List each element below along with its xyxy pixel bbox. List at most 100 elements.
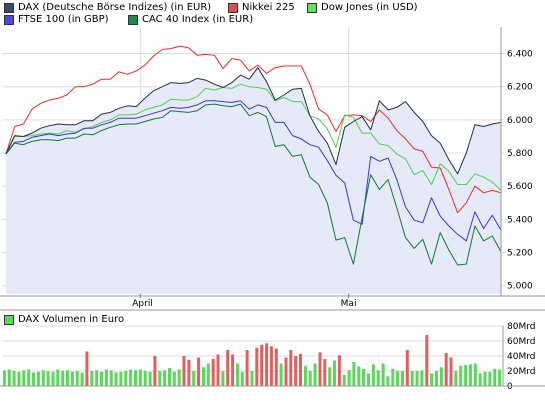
legend-item-nikkei: Nikkei 225 [228, 2, 295, 14]
volume-bar [376, 370, 380, 387]
volume-bar [182, 356, 186, 386]
volume-bar [289, 350, 293, 386]
legend-swatch-volume [4, 315, 14, 325]
price-y-tick-label: 5.000 [507, 282, 533, 292]
nikkei-line [5, 45, 502, 214]
volume-bar [274, 348, 278, 386]
volume-bar [80, 372, 84, 386]
price-x-tick-label: April [132, 299, 153, 309]
volume-bar [2, 370, 6, 387]
volume-y-tick-label: 80Mrd [507, 322, 535, 332]
volume-bar [299, 353, 302, 387]
legend-swatch-dax [4, 3, 14, 13]
volume-bar [284, 357, 288, 386]
price-y-tick-label: 5.200 [507, 249, 533, 259]
volume-bar [119, 371, 123, 387]
volume-bar [51, 371, 55, 387]
volume-bar [66, 370, 69, 387]
price-y-tick-label: 6.400 [507, 50, 533, 60]
legend-swatch-dow-jones [307, 3, 317, 13]
legend-label-dow-jones: Dow Jones (in USD) [321, 2, 418, 13]
volume-bar [129, 369, 133, 386]
volume-bar [342, 374, 346, 387]
volume-bar [235, 363, 239, 386]
volume-bar [401, 371, 404, 386]
volume-bar [357, 366, 361, 386]
volume-bar [478, 373, 482, 387]
volume-bar [216, 354, 220, 386]
volume-bar [425, 335, 429, 386]
volume-bar [294, 356, 298, 386]
volume-bar [148, 371, 152, 387]
legend-swatch-nikkei [228, 3, 238, 13]
volume-bar [85, 351, 89, 386]
volume-bar [27, 369, 31, 386]
volume-bar [192, 371, 196, 386]
legend-label-nikkei: Nikkei 225 [242, 2, 295, 13]
volume-bar [177, 369, 181, 386]
volume-bar [168, 368, 171, 386]
volume-bar [163, 370, 167, 387]
volume-bar [386, 376, 390, 387]
volume-bar [134, 370, 137, 387]
volume-bar [488, 371, 492, 387]
volume-bar [138, 369, 142, 386]
volume-bar [493, 368, 497, 387]
volume-bar [187, 359, 191, 387]
volume-bar [347, 370, 351, 387]
ftse-line [5, 100, 502, 242]
volume-bar [114, 372, 118, 386]
volume-bar [313, 363, 317, 386]
volume-bar [352, 362, 356, 386]
volume-bar [90, 371, 94, 386]
volume-bar [231, 354, 235, 386]
legend-swatch-cac [128, 15, 138, 25]
volume-bar [483, 371, 487, 387]
volume-bar [308, 371, 312, 386]
volume-bar [371, 364, 375, 387]
legend-swatch-ftse [4, 15, 14, 25]
volume-bar [197, 357, 201, 386]
volume-bar [439, 367, 443, 387]
volume-bar [206, 363, 210, 386]
volume-y-tick-label: 40Mrd [507, 352, 535, 362]
legend-label-cac: CAC 40 Index (in EUR) [142, 14, 254, 25]
volume-bar [362, 368, 366, 387]
volume-bar [260, 344, 264, 387]
volume-bar [444, 353, 448, 386]
volume-bar [420, 370, 424, 387]
volume-bar [337, 355, 341, 387]
legend-item-volume: DAX Volumen in Euro [4, 314, 124, 326]
volume-bar [95, 370, 99, 387]
volume-bar [143, 371, 147, 386]
volume-bar [328, 367, 332, 387]
volume-bar [12, 371, 16, 386]
volume-bar [124, 371, 128, 386]
legend-item-dow-jones: Dow Jones (in USD) [307, 2, 418, 14]
volume-bar [415, 371, 419, 386]
cac-line [5, 103, 502, 266]
volume-bar [435, 371, 438, 386]
volume-bar [22, 370, 26, 387]
volume-bar [7, 369, 11, 386]
volume-bar [265, 343, 269, 387]
volume-bar [158, 371, 162, 386]
volume-bar [459, 365, 463, 387]
volume-bar [240, 371, 244, 387]
legend-item-ftse: FTSE 100 (in GBP) [4, 14, 109, 26]
volume-bar [46, 371, 50, 386]
volume-bar [430, 373, 434, 387]
volume-bar [333, 360, 336, 386]
price-y-tick-label: 6.000 [507, 116, 533, 126]
volume-bar [172, 371, 176, 387]
volume-bar [17, 371, 21, 387]
volume-bar [221, 371, 225, 386]
volume-bar [153, 356, 157, 386]
volume-bar [498, 369, 502, 386]
volume-bar [100, 371, 103, 387]
volume-bar [245, 350, 249, 386]
volume-bar [32, 372, 35, 386]
legend-label-dax: DAX (Deutsche Börse Indizes) (in EUR) [18, 2, 212, 13]
